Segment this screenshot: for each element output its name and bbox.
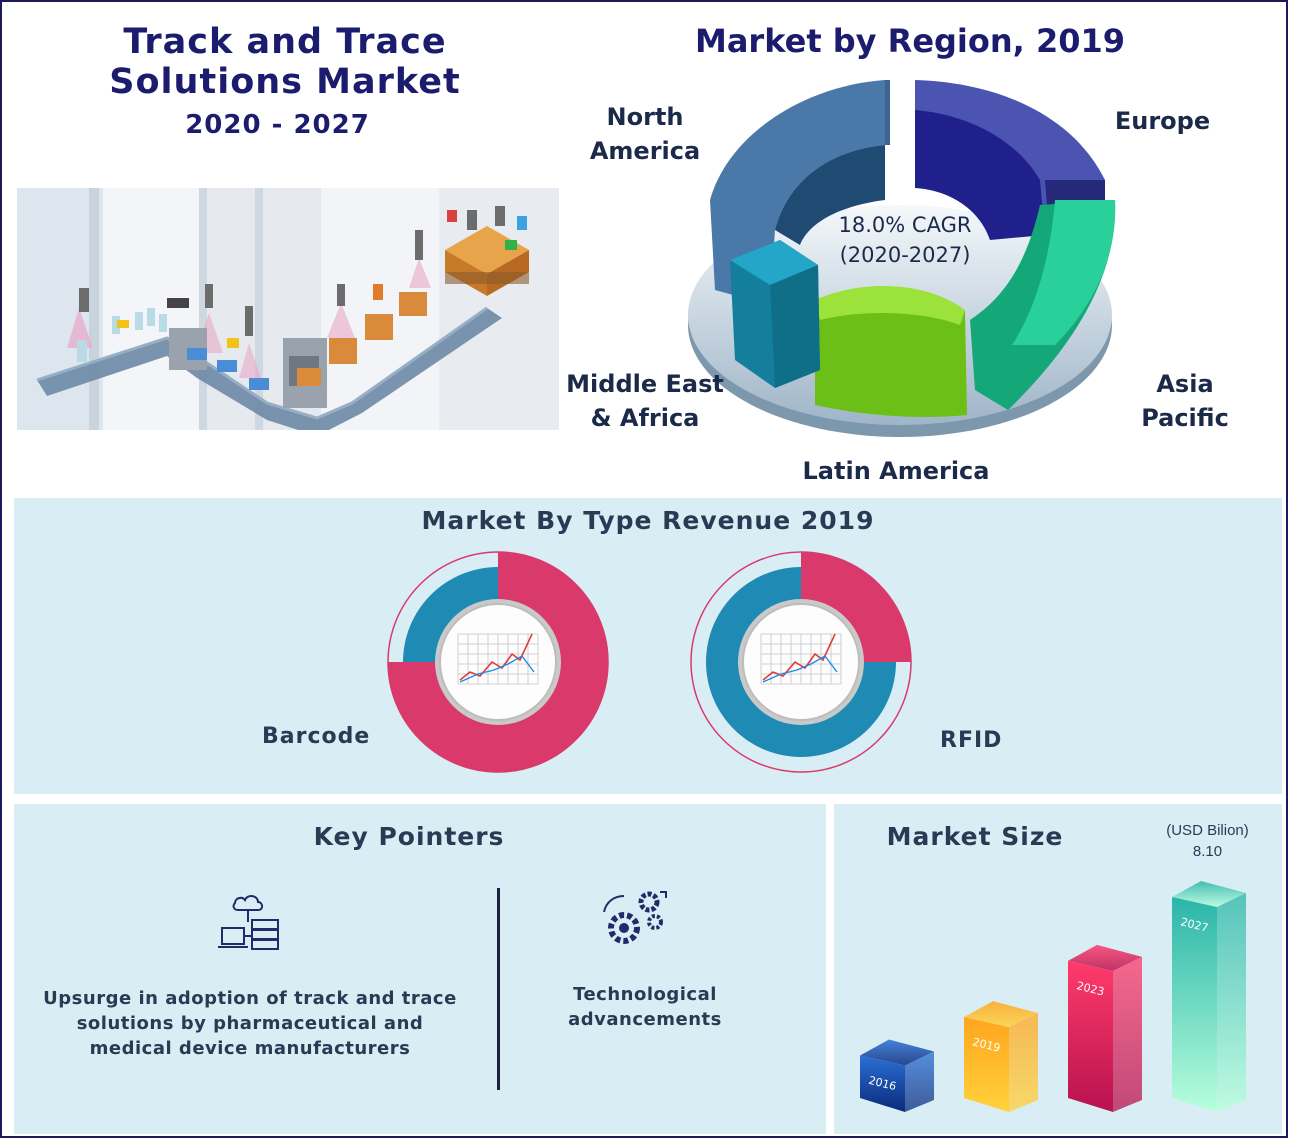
market-size-unit-label: (USD Bilion) <box>1166 822 1249 839</box>
pointer-1-text: Upsurge in adoption of track and trace s… <box>40 986 460 1061</box>
cagr-annotation: 18.0% CAGR (2020-2027) <box>820 210 990 270</box>
label-mea-line2: & Africa <box>590 404 700 432</box>
key-pointers-title: Key Pointers <box>313 822 505 851</box>
market-size-bar-chart: 2016 2019 2023 2027 <box>860 881 1246 1112</box>
pointer-2-line2: advancements <box>568 1009 722 1030</box>
barcode-label: Barcode <box>262 724 371 749</box>
label-north-america-line1: North <box>606 103 684 131</box>
rfid-donut <box>690 551 912 773</box>
rfid-donut-slice-secondary <box>706 567 896 757</box>
cagr-period: (2020-2027) <box>839 243 971 267</box>
cagr-value: 18.0% CAGR <box>838 213 972 237</box>
pointer-1-line1: Upsurge in adoption of track and trace <box>43 988 457 1009</box>
rfid-donut-slice-primary <box>801 552 911 662</box>
forecast-years: 2020 - 2027 <box>185 110 370 140</box>
label-europe: Europe <box>1114 107 1211 135</box>
pointer-1-line2: solutions by pharmaceutical and <box>76 1013 424 1034</box>
barcode-donut-slice-secondary <box>403 567 498 662</box>
label-mea-line1: Middle East <box>566 370 724 398</box>
label-latin-america: Latin America <box>802 457 990 485</box>
title-line-1: Track and Trace <box>123 22 447 62</box>
market-size-title: Market Size <box>886 822 1064 851</box>
segment-asia-pacific <box>970 200 1116 410</box>
barcode-donut <box>387 551 609 773</box>
type-chart-title: Market By Type Revenue 2019 <box>421 506 875 535</box>
market-size-bar-2027: 2027 <box>1172 881 1246 1112</box>
market-size-2027-value: 8.10 <box>1192 843 1223 860</box>
market-size-bar-2023: 2023 <box>1068 944 1142 1112</box>
title-line-2: Solutions Market <box>109 62 461 102</box>
market-size-bar-2019: 2019 <box>964 1001 1038 1112</box>
pointer-2-line1: Technological <box>573 984 717 1005</box>
conveyor-illustration <box>17 188 559 430</box>
label-asia-pacific: Asia Pacific <box>1141 370 1229 432</box>
segment-middle-east-africa <box>730 240 820 388</box>
market-size-unit: (USD Bilion) 8.10 <box>1150 820 1265 862</box>
chart-line-icon <box>457 633 539 685</box>
segment-latin-america <box>815 286 967 417</box>
region-chart-title: Market by Region, 2019 <box>694 22 1126 60</box>
barcode-donut-slice-primary <box>388 552 608 772</box>
label-north-america: North America <box>575 100 715 168</box>
label-middle-east-africa: Middle East & Africa <box>565 367 725 435</box>
region-donut-chart <box>688 80 1116 437</box>
label-north-america-line2: America <box>589 137 701 165</box>
market-size-bar-2016: 2016 <box>860 1039 934 1112</box>
cloud-server-icon <box>218 895 279 950</box>
segment-north-america <box>710 80 890 305</box>
type-panel <box>14 498 1282 794</box>
pointers-divider <box>497 888 500 1090</box>
page-title: Track and Trace Solutions Market <box>40 22 530 102</box>
gears-icon <box>603 891 667 944</box>
chart-line-icon <box>760 633 842 685</box>
rfid-label: RFID <box>940 728 1003 753</box>
pointer-2-text: Technological advancements <box>555 982 735 1032</box>
pointer-1-line3: medical device manufacturers <box>89 1038 411 1059</box>
key-pointers-panel <box>14 804 826 1134</box>
